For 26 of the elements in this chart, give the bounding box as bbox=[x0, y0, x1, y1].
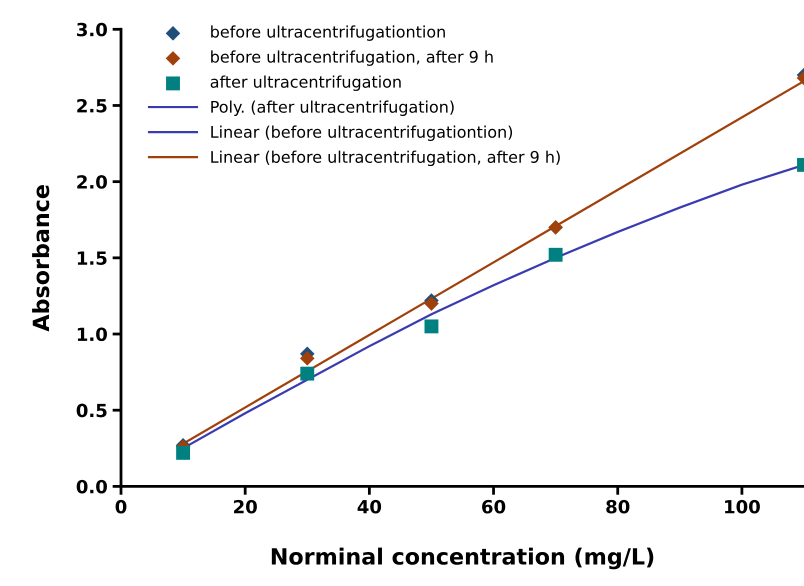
x-tick-label: 100 bbox=[725, 500, 760, 514]
legend-label: Poly. (after ultracentrifugation) bbox=[211, 100, 454, 116]
x-tick-label: 60 bbox=[482, 500, 506, 514]
point bbox=[176, 446, 190, 460]
x-tick-label: 40 bbox=[358, 500, 382, 514]
y-tick-label: 0.0 bbox=[76, 480, 107, 494]
y-axis-title: Absorbance bbox=[32, 185, 50, 332]
legend-label: Linear (before ultracentrifugationtion) bbox=[211, 126, 512, 142]
x-axis-title: Norminal concentration (mg/L) bbox=[272, 548, 654, 570]
point bbox=[424, 319, 438, 334]
legend-label: before ultracentrifugationtion bbox=[211, 25, 445, 41]
y-tick-label: 3.0 bbox=[77, 22, 107, 36]
point bbox=[300, 366, 314, 381]
legend-label: Linear (before ultracentrifugation, after 9 h) bbox=[211, 150, 560, 166]
legend-label: before ultracentrifugation, after 9 h bbox=[211, 50, 493, 66]
x-tick-label: 80 bbox=[606, 500, 630, 514]
y-tick-label: 2.5 bbox=[77, 98, 107, 113]
y-tick-label: 1.0 bbox=[78, 327, 107, 342]
y-tick-label: 2.0 bbox=[77, 175, 107, 189]
y-tick-label: 1.5 bbox=[78, 252, 107, 265]
point bbox=[300, 351, 315, 366]
legend-label: after ultracentrifugation bbox=[210, 75, 401, 91]
x-tick-label: 20 bbox=[234, 500, 257, 514]
point bbox=[424, 296, 439, 311]
x-tick-label: 0 bbox=[116, 500, 126, 514]
y-tick-label: 0.5 bbox=[76, 404, 107, 418]
